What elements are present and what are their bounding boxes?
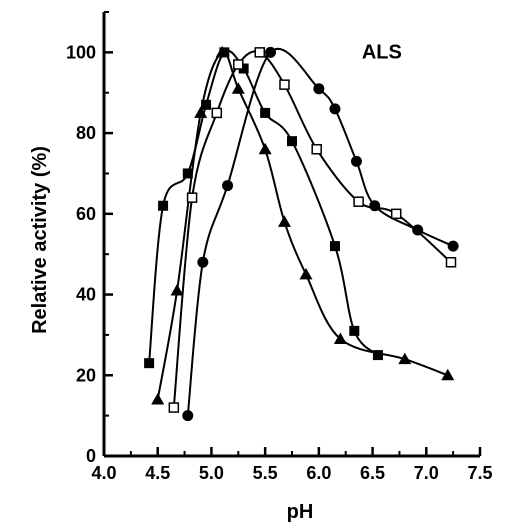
series-3-point — [390, 208, 402, 220]
series-3-line — [172, 50, 452, 408]
series-2-point — [231, 82, 245, 94]
series-1-line — [148, 49, 379, 364]
y-axis-title: Relative activity (%) — [29, 146, 51, 334]
x-tick-label: 7.0 — [414, 463, 439, 483]
y-tick-label: 80 — [76, 123, 96, 143]
series-3-point — [254, 47, 266, 58]
y-tick-label: 40 — [76, 285, 96, 305]
series-1-point — [158, 200, 169, 211]
series-2-point — [194, 106, 208, 118]
series-1-point — [349, 325, 360, 336]
x-tick-label: 7.5 — [467, 463, 492, 483]
series-3-point — [211, 107, 223, 119]
series-3-point — [186, 192, 198, 203]
series-4-point — [313, 83, 325, 95]
series-3-point — [445, 257, 457, 268]
series-3-point — [353, 196, 364, 207]
series-2-point — [258, 142, 272, 155]
y-tick-label: 60 — [76, 204, 96, 224]
series-2-point — [441, 368, 455, 381]
series-2-point — [215, 45, 229, 58]
series-1-point — [144, 358, 155, 369]
chart-annotation: ALS — [362, 41, 402, 63]
axes: 4.0 4.5 5.0 5.5 6.0 6.5 7.0 7.5 0 20 40 60 80 100 — [66, 11, 493, 483]
y-tick-label: 0 — [86, 446, 96, 466]
series-4-point — [412, 224, 424, 236]
series-1-point — [372, 350, 383, 361]
series-2-point — [333, 332, 347, 344]
series-1-point — [201, 99, 212, 110]
series-4-point — [182, 410, 194, 422]
x-tick-label: 4.0 — [91, 463, 116, 483]
y-tick-label: 100 — [66, 42, 96, 62]
x-axis-title: pH — [287, 501, 314, 523]
series-1-point — [238, 63, 249, 74]
series-1-point — [260, 107, 271, 118]
series-4-point — [222, 180, 234, 192]
x-tick-label: 6.5 — [360, 463, 385, 483]
series-3-point — [311, 143, 322, 155]
series-4-point — [369, 200, 381, 212]
y-tick-label: 20 — [76, 365, 96, 385]
series-1-point — [287, 136, 297, 147]
series-4-point — [350, 155, 362, 167]
series-3-point — [168, 402, 180, 413]
series-4-point — [265, 46, 277, 58]
x-tick-label: 6.0 — [306, 463, 331, 483]
series-1-point — [182, 168, 193, 179]
series-2-point — [151, 392, 165, 405]
series-4-point — [329, 103, 341, 115]
series-2-point — [299, 267, 313, 280]
series-2-point — [398, 352, 412, 365]
x-tick-label: 5.0 — [199, 463, 224, 483]
series-3-point — [233, 59, 244, 70]
series-3-point — [279, 79, 290, 90]
series-4-point — [447, 240, 459, 252]
series-1-point — [329, 241, 340, 252]
x-tick-label: 5.5 — [253, 463, 278, 483]
markers — [144, 45, 459, 422]
series-2-point — [170, 284, 184, 296]
series-4-point — [197, 256, 209, 268]
series-2-point — [277, 215, 291, 227]
x-tick-label: 4.5 — [145, 463, 170, 483]
